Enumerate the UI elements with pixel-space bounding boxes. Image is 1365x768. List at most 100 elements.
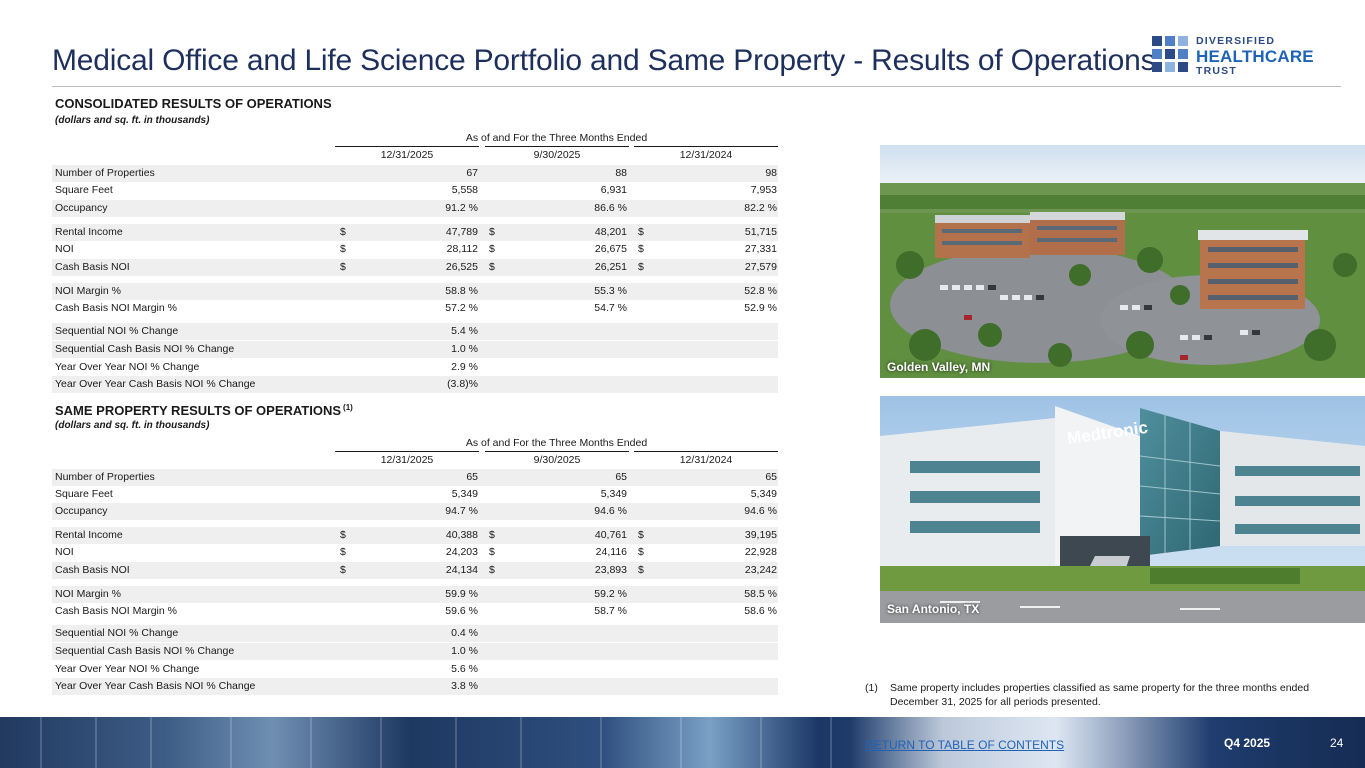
cell-value: 59.6 %: [445, 605, 478, 617]
golden-valley-caption: Golden Valley, MN: [887, 360, 991, 374]
row-label: NOI: [55, 546, 74, 558]
cell-value: 94.6 %: [594, 505, 627, 517]
cell-value: 65: [615, 471, 627, 483]
cell-value: 55.3 %: [594, 285, 627, 297]
dollar-sign: $: [489, 564, 495, 576]
cell-value: 39,195: [744, 529, 777, 541]
dollar-sign: $: [340, 243, 346, 255]
cell-value: 58.5 %: [744, 588, 777, 600]
table-row: Sequential NOI % Change 0.4 %: [52, 625, 778, 642]
footnote-marker: (1): [865, 682, 878, 694]
cell-value: 26,525: [445, 261, 478, 273]
cell-value: 52.8 %: [744, 285, 777, 297]
table-row: Cash Basis NOI Margin % 57.2 % 54.7 % 52.9 …: [52, 300, 778, 317]
cell-value: 27,331: [744, 243, 777, 255]
cell-value: 7,953: [750, 184, 777, 196]
row-label: NOI Margin %: [55, 285, 121, 297]
cell-value: 57.2 %: [445, 302, 478, 314]
page-number: 24: [1330, 736, 1344, 750]
table-row: Year Over Year Cash Basis NOI % Change 3.…: [52, 678, 778, 695]
cell-value: 94.7 %: [445, 505, 478, 517]
cell-value: 26,251: [594, 261, 627, 273]
same-property-group-header: As of and For the Three Months Ended: [465, 437, 648, 449]
cell-value: 5.4 %: [451, 325, 478, 337]
cell-value: 65: [466, 471, 478, 483]
cell-value: 5,349: [600, 488, 627, 500]
table-row: Square Feet 5,558 6,931 7,953: [52, 182, 778, 199]
page-title: Medical Office and Life Science Portfoli…: [52, 44, 1156, 77]
row-label: Rental Income: [55, 529, 123, 541]
dollar-sign: $: [638, 546, 644, 558]
table-row: Cash Basis NOI Margin % 59.6 % 58.7 % 58.6 …: [52, 603, 778, 620]
dollar-sign: $: [340, 226, 346, 238]
cell-value: 23,893: [594, 564, 627, 576]
row-label: Year Over Year Cash Basis NOI % Change: [55, 378, 256, 390]
consolidated-group-header: As of and For the Three Months Ended: [465, 132, 648, 144]
golden-valley-photo: Golden Valley, MN: [880, 145, 1365, 378]
cell-value: 24,116: [595, 546, 627, 558]
row-label: Cash Basis NOI Margin %: [55, 605, 177, 617]
dollar-sign: $: [638, 564, 644, 576]
cell-value: 86.6 %: [594, 202, 627, 214]
dollar-sign: $: [638, 226, 644, 238]
cell-value: 1.0 %: [451, 343, 478, 355]
company-logo: DIVERSIFIED HEALTHCARE TRUST: [1152, 36, 1322, 76]
cell-value: 58.6 %: [744, 605, 777, 617]
footer-quarter: Q4 2025: [1224, 736, 1271, 750]
same-property-title: SAME PROPERTY RESULTS OF OPERATIONS (1): [55, 403, 353, 418]
row-label: NOI: [55, 243, 74, 255]
cell-value: 5.6 %: [451, 663, 478, 675]
san-antonio-photo: Medtronic San Antonio, TX: [880, 396, 1365, 623]
logo-wordmark: DIVERSIFIED HEALTHCARE TRUST: [1196, 36, 1314, 76]
cell-value: 59.9 %: [445, 588, 478, 600]
cell-value: 58.7 %: [594, 605, 627, 617]
cell-value: 52.9 %: [744, 302, 777, 314]
logo-line-1: DIVERSIFIED: [1196, 35, 1276, 47]
column-header: 12/31/2025: [335, 146, 479, 163]
table-row: Rental Income $40,388 $40,761 $39,195: [52, 527, 778, 544]
cell-value: 82.2 %: [744, 202, 777, 214]
row-label: Sequential NOI % Change: [55, 325, 179, 337]
table-row: Number of Properties 67 88 98: [52, 165, 778, 182]
row-label: Year Over Year NOI % Change: [55, 663, 200, 675]
footer-bar: RETURN TO TABLE OF CONTENTS Q4 2025 24: [0, 717, 1365, 768]
column-header: 12/31/2024: [634, 451, 778, 468]
table-row: Rental Income $47,789 $48,201 $51,715: [52, 224, 778, 241]
row-label: Number of Properties: [55, 167, 155, 179]
row-label: Sequential Cash Basis NOI % Change: [55, 645, 235, 657]
cell-value: 5,349: [451, 488, 478, 500]
table-row: Sequential NOI % Change 5.4 %: [52, 323, 778, 340]
cell-value: 24,134: [445, 564, 478, 576]
dollar-sign: $: [638, 261, 644, 273]
cell-value: 0.4 %: [451, 627, 478, 639]
title-divider: [52, 86, 1341, 87]
same-property-subtitle: (dollars and sq. ft. in thousands): [55, 420, 210, 431]
table-row: Square Feet 5,349 5,349 5,349: [52, 486, 778, 503]
table-row: NOI Margin % 58.8 % 55.3 % 52.8 %: [52, 283, 778, 300]
cell-value: 47,789: [445, 226, 478, 238]
table-row: Cash Basis NOI $26,525 $26,251 $27,579: [52, 259, 778, 276]
cell-value: 94.6 %: [744, 505, 777, 517]
san-antonio-caption: San Antonio, TX: [887, 602, 980, 616]
same-property-footnote-ref: (1): [343, 403, 353, 412]
cell-value: 98: [765, 167, 777, 179]
column-header: 12/31/2025: [335, 451, 479, 468]
dollar-sign: $: [340, 529, 346, 541]
row-label: Sequential Cash Basis NOI % Change: [55, 343, 235, 355]
return-to-toc-link[interactable]: RETURN TO TABLE OF CONTENTS: [865, 738, 1065, 752]
table-row: Occupancy 94.7 % 94.6 % 94.6 %: [52, 503, 778, 520]
dollar-sign: $: [638, 243, 644, 255]
cell-value: 1.0 %: [451, 645, 478, 657]
cell-value: 58.8 %: [445, 285, 478, 297]
cell-value: 23,242: [744, 564, 777, 576]
cell-value: 91.2 %: [445, 202, 478, 214]
cell-value: 22,928: [744, 546, 777, 558]
logo-line-3: TRUST: [1196, 64, 1237, 77]
cell-value: 88: [615, 167, 627, 179]
cell-value: 3.8 %: [451, 680, 478, 692]
cell-value: 40,761: [594, 529, 627, 541]
cell-value: 24,203: [445, 546, 478, 558]
cell-value: 27,579: [744, 261, 777, 273]
dollar-sign: $: [489, 243, 495, 255]
column-header: 9/30/2025: [485, 146, 629, 163]
